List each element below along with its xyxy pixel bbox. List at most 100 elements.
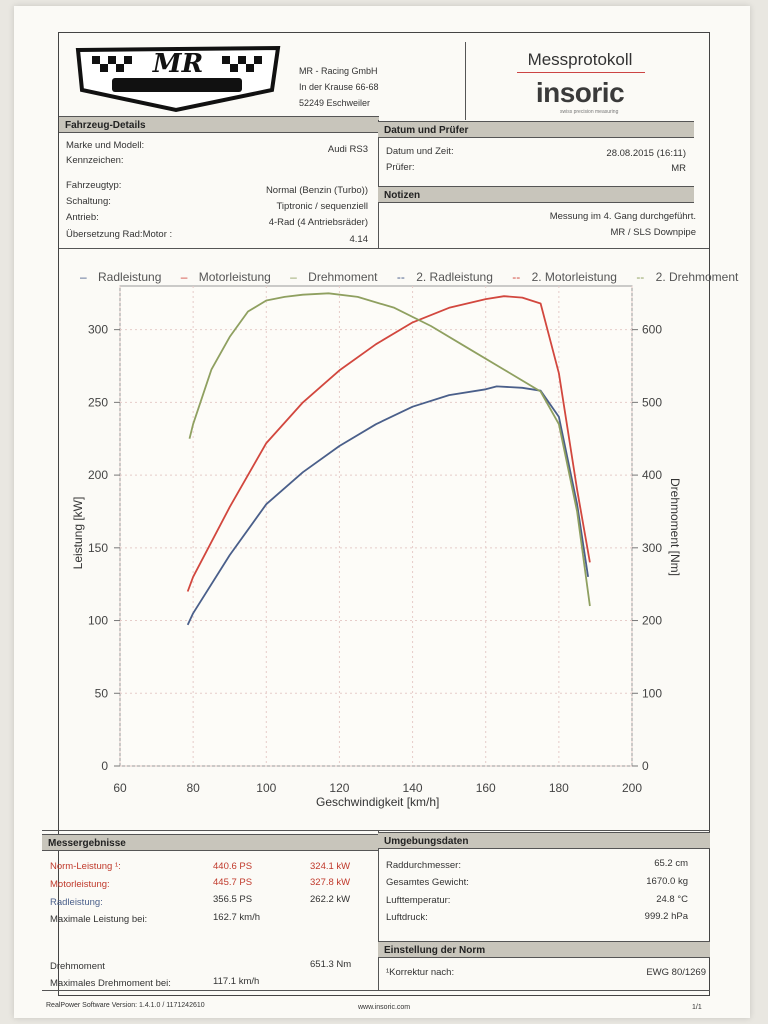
- drive-label: Antrieb:: [66, 212, 99, 223]
- x-tick-label: 200: [622, 781, 642, 795]
- air-temp-label: Lufttemperatur:: [386, 895, 451, 906]
- date-section-header: Datum und Prüfer: [378, 121, 694, 138]
- x-tick-label: 60: [113, 781, 127, 795]
- drive-value: 4-Rad (4 Antriebsräder): [268, 217, 368, 228]
- plot-area: [119, 285, 633, 767]
- y2-tick-label: 600: [642, 323, 662, 337]
- series-line-radleistung: [186, 385, 589, 626]
- insoric-tagline: swiss precision measuring: [560, 109, 619, 115]
- company-name: MR - Racing GmbH: [299, 66, 378, 76]
- title-underline: [517, 72, 645, 73]
- details-bottom-line: [59, 248, 709, 249]
- y-tick-label: 150: [88, 541, 108, 555]
- y-tick-label: 200: [88, 468, 108, 482]
- air-pressure-label: Luftdruck:: [386, 912, 428, 923]
- maxtorque-label: Maximales Drehmoment bei:: [50, 978, 171, 989]
- x-tick-label: 120: [329, 781, 349, 795]
- x-tick-label: 180: [549, 781, 569, 795]
- legend-radleistung: – Radleistung: [80, 270, 162, 284]
- x-axis-label: Geschwindigkeit [km/h]: [316, 795, 440, 809]
- notes-line2: MR / SLS Downpipe: [610, 227, 696, 238]
- footer-software: RealPower Software Version: 1.4.1.0 / 11…: [46, 1002, 205, 1009]
- wheel-diam-value: 65.2 cm: [654, 858, 688, 869]
- motor-kw: 327.8 kW: [310, 877, 351, 888]
- y-tick-label: 300: [88, 323, 108, 337]
- norm-kw: 324.1 kW: [310, 861, 351, 872]
- datetime-value: 28.08.2015 (16:11): [606, 148, 686, 159]
- y2-axis-label: Drehmoment [Nm]: [668, 477, 682, 577]
- svg-text:MR: MR: [152, 49, 203, 79]
- maxpower-label: Maximale Leistung bei:: [50, 914, 148, 925]
- ratio-value: 4.14: [349, 234, 369, 245]
- correction-label: ¹Korrektur nach:: [386, 967, 455, 978]
- plate-label: Kennzeichen:: [66, 155, 124, 166]
- y-tick-label: 0: [101, 759, 108, 773]
- results-divider: [378, 830, 379, 990]
- company-street: In der Krause 66-68: [299, 82, 379, 92]
- wheel-ps: 356.5 PS: [213, 894, 253, 905]
- wheel-kw: 262.2 kW: [310, 894, 351, 905]
- vehicle-section-header: Fahrzeug-Details: [59, 116, 379, 133]
- report-frame: [58, 32, 710, 996]
- legend-drehmoment: – Drehmoment: [290, 270, 378, 284]
- norm-ps: 440.6 PS: [213, 861, 253, 872]
- x-tick-label: 80: [186, 781, 200, 795]
- x-tick-label: 160: [476, 781, 496, 795]
- maxtorque-value: 117.1 km/h: [213, 976, 260, 987]
- wheel-diam-label: Raddurchmesser:: [386, 860, 461, 871]
- x-tick-label: 140: [403, 781, 423, 795]
- legend-2-motorleistung: -- 2. Motorleistung: [512, 270, 617, 284]
- datetime-label: Datum und Zeit:: [386, 146, 454, 157]
- torque-label: Drehmoment: [50, 961, 105, 972]
- legend-2-radleistung: -- 2. Radleistung: [396, 270, 493, 284]
- y2-tick-label: 100: [642, 686, 662, 700]
- weight-label: Gesamtes Gewicht:: [386, 877, 469, 888]
- type-label: Fahrzeugtyp:: [66, 180, 122, 191]
- mr-racing-logo: MR: [75, 45, 281, 113]
- shift-label: Schaltung:: [66, 196, 111, 207]
- chart-legend: – Radleistung – Motorleistung – Drehmome…: [80, 270, 738, 284]
- weight-value: 1670.0 kg: [646, 876, 688, 887]
- type-value: Normal (Benzin (Turbo)): [265, 185, 368, 196]
- maxpower-value: 162.7 km/h: [213, 912, 260, 923]
- make-model-label: Marke und Modell:: [66, 140, 145, 151]
- air-pressure-value: 999.2 hPa: [644, 911, 688, 922]
- motor-label: Motorleistung:: [50, 879, 110, 890]
- y2-tick-label: 500: [642, 395, 662, 409]
- y-tick-label: 100: [88, 614, 108, 628]
- wheel-label: Radleistung:: [50, 897, 103, 908]
- x-tick-label: 100: [256, 781, 276, 795]
- y2-tick-label: 400: [642, 468, 662, 482]
- legend-motorleistung: – Motorleistung: [180, 270, 271, 284]
- y-tick-label: 50: [95, 686, 109, 700]
- legend-2-drehmoment: -- 2. Drehmoment: [636, 270, 739, 284]
- shift-value: Tiptronic / sequenziell: [276, 201, 368, 212]
- footer-page: 1/1: [692, 1004, 702, 1011]
- series-line-motorleistung: [186, 295, 591, 592]
- ratio-label: Übersetzung Rad:Motor :: [66, 229, 173, 240]
- footer-website: www.insoric.com: [358, 1004, 411, 1011]
- y2-tick-label: 200: [642, 614, 662, 628]
- y2-tick-label: 0: [642, 759, 649, 773]
- environment-section-header: Umgebungsdaten: [378, 832, 710, 849]
- notes-section-header: Notizen: [378, 186, 694, 203]
- y-tick-label: 250: [88, 395, 108, 409]
- norm-setting-section-header: Einstellung der Norm: [378, 941, 710, 958]
- results-section-header: Messergebnisse: [42, 834, 378, 851]
- tester-label: Prüfer:: [386, 162, 415, 173]
- make-model-value: Audi RS3: [327, 144, 368, 155]
- tester-value: MR: [671, 163, 686, 174]
- norm-label: Norm-Leistung ¹:: [50, 861, 121, 872]
- series-line-drehmoment: [188, 292, 591, 607]
- results-bottom-line: [42, 990, 710, 991]
- header-divider: [465, 42, 466, 120]
- doc-title: Messprotokoll: [527, 50, 633, 69]
- y-axis-label: Leistung [kW]: [71, 496, 85, 570]
- insoric-logo: insoric: [535, 77, 625, 108]
- torque-value: 651.3 Nm: [310, 959, 352, 970]
- details-divider: [378, 120, 379, 248]
- results-top-line: [42, 830, 710, 831]
- air-temp-value: 24.8 °C: [656, 894, 688, 905]
- company-city: 52249 Eschweiler: [299, 98, 371, 108]
